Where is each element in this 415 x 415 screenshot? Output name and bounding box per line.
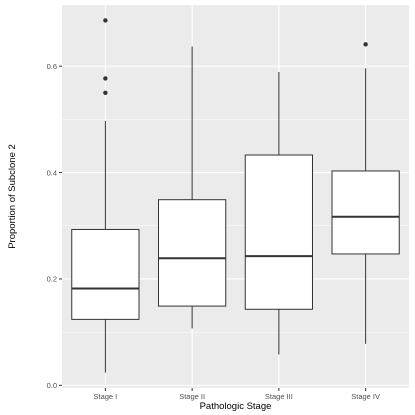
boxes [71, 18, 400, 373]
y-tick-label: 0.4 [47, 168, 57, 177]
box-stage-i [71, 18, 140, 373]
box-stage-ii [158, 46, 227, 329]
outlier-point [103, 18, 108, 23]
x-tick-label: Stage II [179, 392, 205, 401]
box-iqr [158, 199, 227, 307]
x-tick-label: Stage III [265, 392, 293, 401]
y-tick-label: 0.2 [47, 275, 57, 284]
outlier-point [363, 42, 368, 47]
x-axis: Stage I Stage II Stage III Stage IV [93, 388, 380, 401]
y-axis: 0.0 0.2 0.4 0.6 [47, 62, 62, 390]
box-stage-iv [331, 42, 400, 344]
y-tick-label: 0.6 [47, 62, 57, 71]
box-stage-iii [244, 72, 313, 355]
x-tick-label: Stage I [93, 392, 117, 401]
box-iqr [331, 170, 400, 255]
box-iqr [244, 154, 313, 310]
outlier-point [103, 90, 108, 95]
x-tick-label: Stage IV [351, 392, 380, 401]
x-axis-title: Pathologic Stage [200, 401, 272, 412]
outlier-point [103, 76, 108, 81]
y-axis-title: Proportion of Subclone 2 [7, 144, 18, 249]
box-iqr [71, 228, 140, 320]
y-tick-label: 0.0 [47, 381, 57, 390]
